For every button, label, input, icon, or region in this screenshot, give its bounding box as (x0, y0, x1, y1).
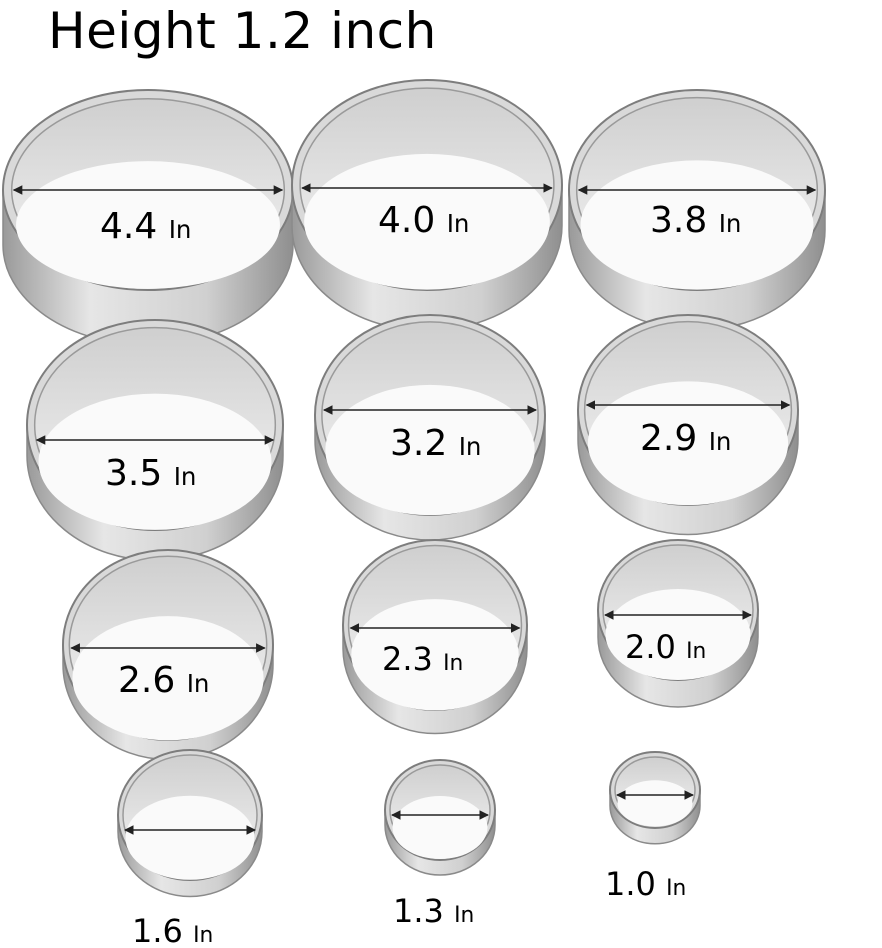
height-caption: Height 1.2 inch (48, 2, 437, 60)
ring-opening (392, 796, 488, 859)
diameter-label: 3.8 In (650, 200, 741, 241)
diameter-label: 1.0 In (605, 865, 686, 903)
ring-1-0: 1.0 In (605, 751, 701, 903)
ring-2-6: 2.6 In (62, 549, 274, 761)
diameter-value: 3.8 (650, 200, 719, 241)
ring-2-0: 2.0 In (597, 539, 759, 708)
ring-3-5: 3.5 In (26, 319, 284, 562)
diameter-label: 4.0 In (378, 200, 469, 241)
diameter-value: 2.3 (382, 640, 443, 678)
unit-label: In (447, 209, 470, 238)
diameter-label: 1.3 In (393, 892, 474, 930)
ring-3-2: 3.2 In (314, 314, 546, 541)
unit-label: In (169, 215, 192, 244)
unit-label: In (709, 427, 732, 456)
diameter-value: 2.6 (118, 660, 187, 701)
ring-1-6: 1.6 In (117, 749, 263, 948)
diameter-value: 2.9 (640, 418, 709, 459)
unit-label: In (187, 669, 210, 698)
diameter-label: 2.6 In (118, 660, 209, 701)
ring-opening (617, 780, 693, 827)
ring-opening (325, 384, 535, 516)
ring-opening (587, 381, 789, 506)
diameter-value: 1.0 (605, 865, 666, 903)
ring-2-9: 2.9 In (577, 314, 799, 536)
unit-label: In (443, 651, 463, 676)
diameter-label: 3.2 In (390, 423, 481, 464)
diameter-label: 1.6 In (132, 912, 213, 948)
diameter-value: 2.0 (625, 628, 686, 666)
diameter-label: 2.3 In (382, 640, 463, 678)
unit-label: In (459, 432, 482, 461)
diameter-value: 3.5 (105, 453, 174, 494)
diameter-value: 1.3 (393, 892, 454, 930)
diameter-value: 1.6 (132, 912, 193, 948)
unit-label: In (454, 903, 474, 928)
ring-opening (125, 795, 255, 880)
unit-label: In (174, 462, 197, 491)
unit-label: In (666, 876, 686, 901)
diameter-value: 3.2 (390, 423, 459, 464)
diameter-label: 4.4 In (100, 206, 191, 247)
diameter-label: 2.9 In (640, 418, 731, 459)
ring-4-0: 4.0 In (291, 79, 563, 332)
unit-label: In (719, 209, 742, 238)
unit-label: In (686, 639, 706, 664)
diameter-label: 3.5 In (105, 453, 196, 494)
diameter-label: 2.0 In (625, 628, 706, 666)
ring-1-3: 1.3 In (384, 759, 496, 930)
ring-4-4: 4.4 In (2, 89, 294, 346)
ring-2-3: 2.3 In (342, 539, 528, 735)
diameter-value: 4.4 (100, 206, 169, 247)
unit-label: In (193, 923, 213, 948)
ring-3-8: 3.8 In (568, 89, 826, 331)
ring-opening (38, 393, 272, 530)
diameter-value: 4.0 (378, 200, 447, 241)
